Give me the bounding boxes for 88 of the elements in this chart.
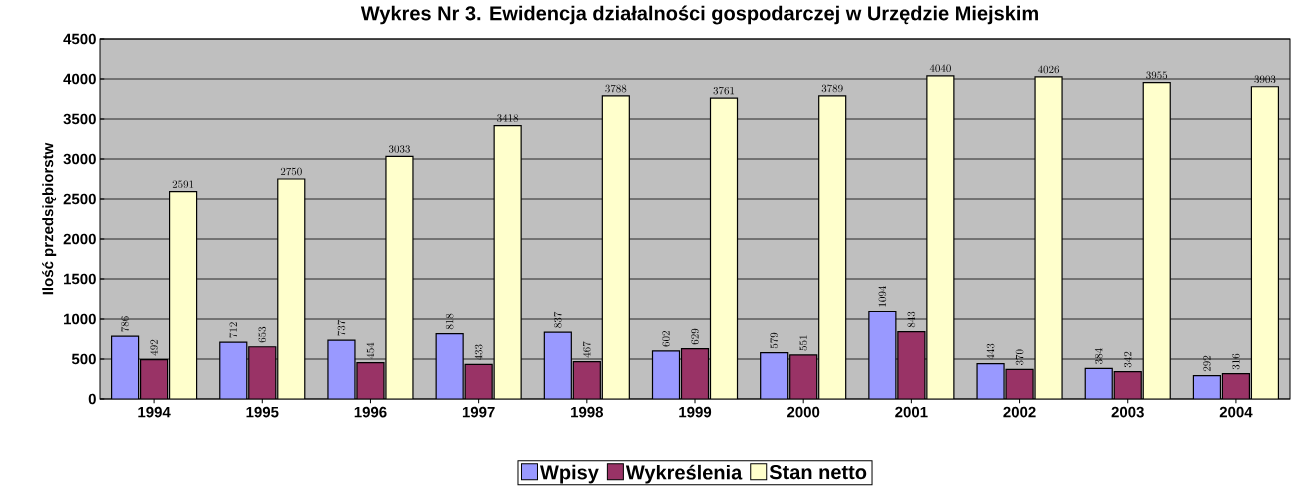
data-label: 292	[1203, 355, 1211, 372]
bar	[789, 354, 818, 399]
bar	[1084, 367, 1113, 399]
data-label: 3418	[497, 114, 519, 122]
chart-title: Wykres Nr 3. Ewidencja działalności gospodarczej w Urzędzie Miejskim	[360, 5, 1038, 25]
legend-label: Wpisy	[540, 464, 599, 484]
x-tick-label: 1996	[354, 406, 387, 418]
x-tick-label: 2003	[1111, 406, 1144, 418]
data-label: 3955	[1146, 71, 1168, 79]
y-tick-label: 4000	[63, 73, 96, 85]
data-label: 467	[582, 341, 591, 358]
bar	[219, 341, 248, 399]
x-tick-label: 2004	[1219, 406, 1253, 418]
bar	[760, 352, 789, 399]
data-label: 3761	[713, 86, 735, 95]
data-label: 384	[1094, 348, 1103, 364]
bar	[385, 155, 414, 399]
data-label: 712	[229, 322, 238, 338]
data-label: 370	[1015, 349, 1024, 366]
data-label: 837	[553, 311, 562, 328]
data-label: 2591	[172, 180, 194, 189]
bar	[327, 339, 356, 399]
x-tick-label: 2002	[1003, 406, 1036, 418]
bar	[140, 359, 169, 399]
x-tick-label: 1998	[571, 406, 604, 418]
x-tick-label: 1995	[246, 406, 279, 418]
bar	[1113, 371, 1142, 399]
data-label: 3903	[1254, 75, 1276, 84]
y-tick-label: 0	[88, 393, 96, 405]
data-label: 492	[150, 339, 158, 356]
data-label: 443	[986, 343, 995, 360]
bar	[818, 95, 847, 399]
data-label: 818	[445, 313, 454, 330]
data-label: 629	[691, 328, 699, 345]
bar	[680, 348, 710, 399]
bar	[709, 97, 739, 399]
bar	[493, 124, 522, 399]
y-tick-label: 2000	[63, 233, 96, 245]
y-tick-label: 1000	[64, 313, 96, 325]
bar	[277, 178, 306, 399]
data-label: 579	[770, 332, 778, 349]
x-tick-label: 1994	[138, 406, 171, 418]
data-label: 737	[337, 319, 346, 336]
bar	[1034, 76, 1063, 399]
bar	[1250, 86, 1280, 399]
x-tick-label: 2001	[895, 406, 928, 418]
y-tick-label: 500	[71, 353, 96, 365]
data-label: 843	[907, 311, 916, 328]
data-label: 3788	[605, 84, 627, 93]
legend-label: Wykreślenia	[625, 464, 743, 484]
x-tick-label: 2000	[787, 406, 820, 418]
data-label: 316	[1232, 353, 1240, 370]
data-label: 4026	[1037, 65, 1060, 74]
bar	[1192, 375, 1222, 399]
bar	[543, 331, 572, 399]
legend-label: Stan netto	[769, 465, 867, 480]
bar	[651, 350, 681, 399]
x-tick-label: 1997	[462, 406, 495, 418]
y-tick-label: 3000	[63, 153, 96, 165]
data-label: 433	[474, 344, 483, 361]
data-label: 3033	[388, 145, 410, 153]
y-axis-title: Ilość przedsiębiorstw	[42, 142, 57, 295]
bar	[435, 332, 464, 399]
y-tick-label: 4500	[63, 33, 96, 45]
bar	[926, 75, 955, 399]
bar	[601, 95, 630, 399]
bar	[1142, 82, 1171, 399]
data-label: 653	[258, 326, 267, 343]
data-label: 3789	[821, 84, 843, 93]
bar	[248, 346, 277, 399]
bar	[1221, 373, 1251, 399]
y-tick-label: 3500	[63, 113, 96, 125]
data-label: 786	[121, 316, 129, 332]
bar	[897, 330, 926, 399]
bar	[572, 361, 601, 399]
bar	[868, 310, 897, 399]
y-tick-label: 1500	[64, 273, 96, 285]
data-label: 602	[662, 331, 670, 347]
y-tick-label: 2500	[63, 193, 96, 205]
data-label: 4040	[929, 64, 951, 73]
x-tick-label: 1999	[679, 406, 712, 418]
data-label: 2750	[280, 167, 302, 176]
data-label: 551	[799, 335, 807, 351]
bar	[168, 191, 198, 399]
bar	[111, 335, 140, 399]
data-label: 342	[1123, 351, 1132, 368]
data-label: 454	[366, 342, 375, 359]
data-label: 1094	[878, 285, 887, 307]
